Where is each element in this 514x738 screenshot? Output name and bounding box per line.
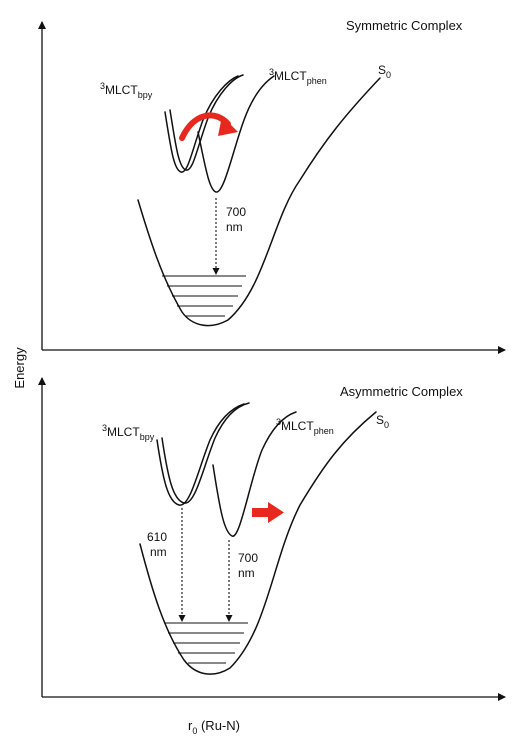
top-label-mlct-phen: 3MLCTphen <box>269 67 327 86</box>
bottom-mlct-phen-curve <box>212 411 297 537</box>
y-axis-label: Energy <box>12 347 27 389</box>
top-mlct-bpy-curve <box>164 74 244 173</box>
bottom-transition-610-value: 610 <box>147 530 167 544</box>
bottom-ground-state-curve <box>139 411 377 675</box>
bottom-label-s0: S0 <box>376 413 389 430</box>
panel-asymmetric: Asymmetric Complex 3MLCTbpy 3MLCTphen <box>38 377 506 701</box>
bottom-transition-700-unit: nm <box>238 566 255 580</box>
top-transition-700-value: 700 <box>226 205 246 219</box>
bottom-vibrational-levels <box>164 622 248 664</box>
bottom-mlct-bpy-curve <box>156 402 250 506</box>
bottom-label-mlct-phen: 3MLCTphen <box>276 417 334 436</box>
bottom-panel-title: Asymmetric Complex <box>340 384 463 399</box>
bottom-transition-700-value: 700 <box>238 551 258 565</box>
bottom-red-arrow <box>252 502 284 523</box>
x-axis-label: r0 (Ru-N) <box>188 718 240 736</box>
bottom-transition-610-unit: nm <box>150 545 167 559</box>
top-ground-state-curve <box>137 77 381 327</box>
top-vibrational-levels <box>162 275 246 317</box>
bottom-label-mlct-bpy: 3MLCTbpy <box>102 423 155 442</box>
top-red-curved-arrow <box>179 112 238 141</box>
panel-symmetric: Symmetric Complex 3MLCTbpy 3MLCTphen <box>38 18 506 354</box>
top-transition-700-unit: nm <box>226 220 243 234</box>
top-mlct-phen-curve <box>197 75 275 193</box>
top-panel-title: Symmetric Complex <box>346 18 463 33</box>
top-label-s0: S0 <box>378 63 391 80</box>
top-label-mlct-bpy: 3MLCTbpy <box>100 81 153 100</box>
